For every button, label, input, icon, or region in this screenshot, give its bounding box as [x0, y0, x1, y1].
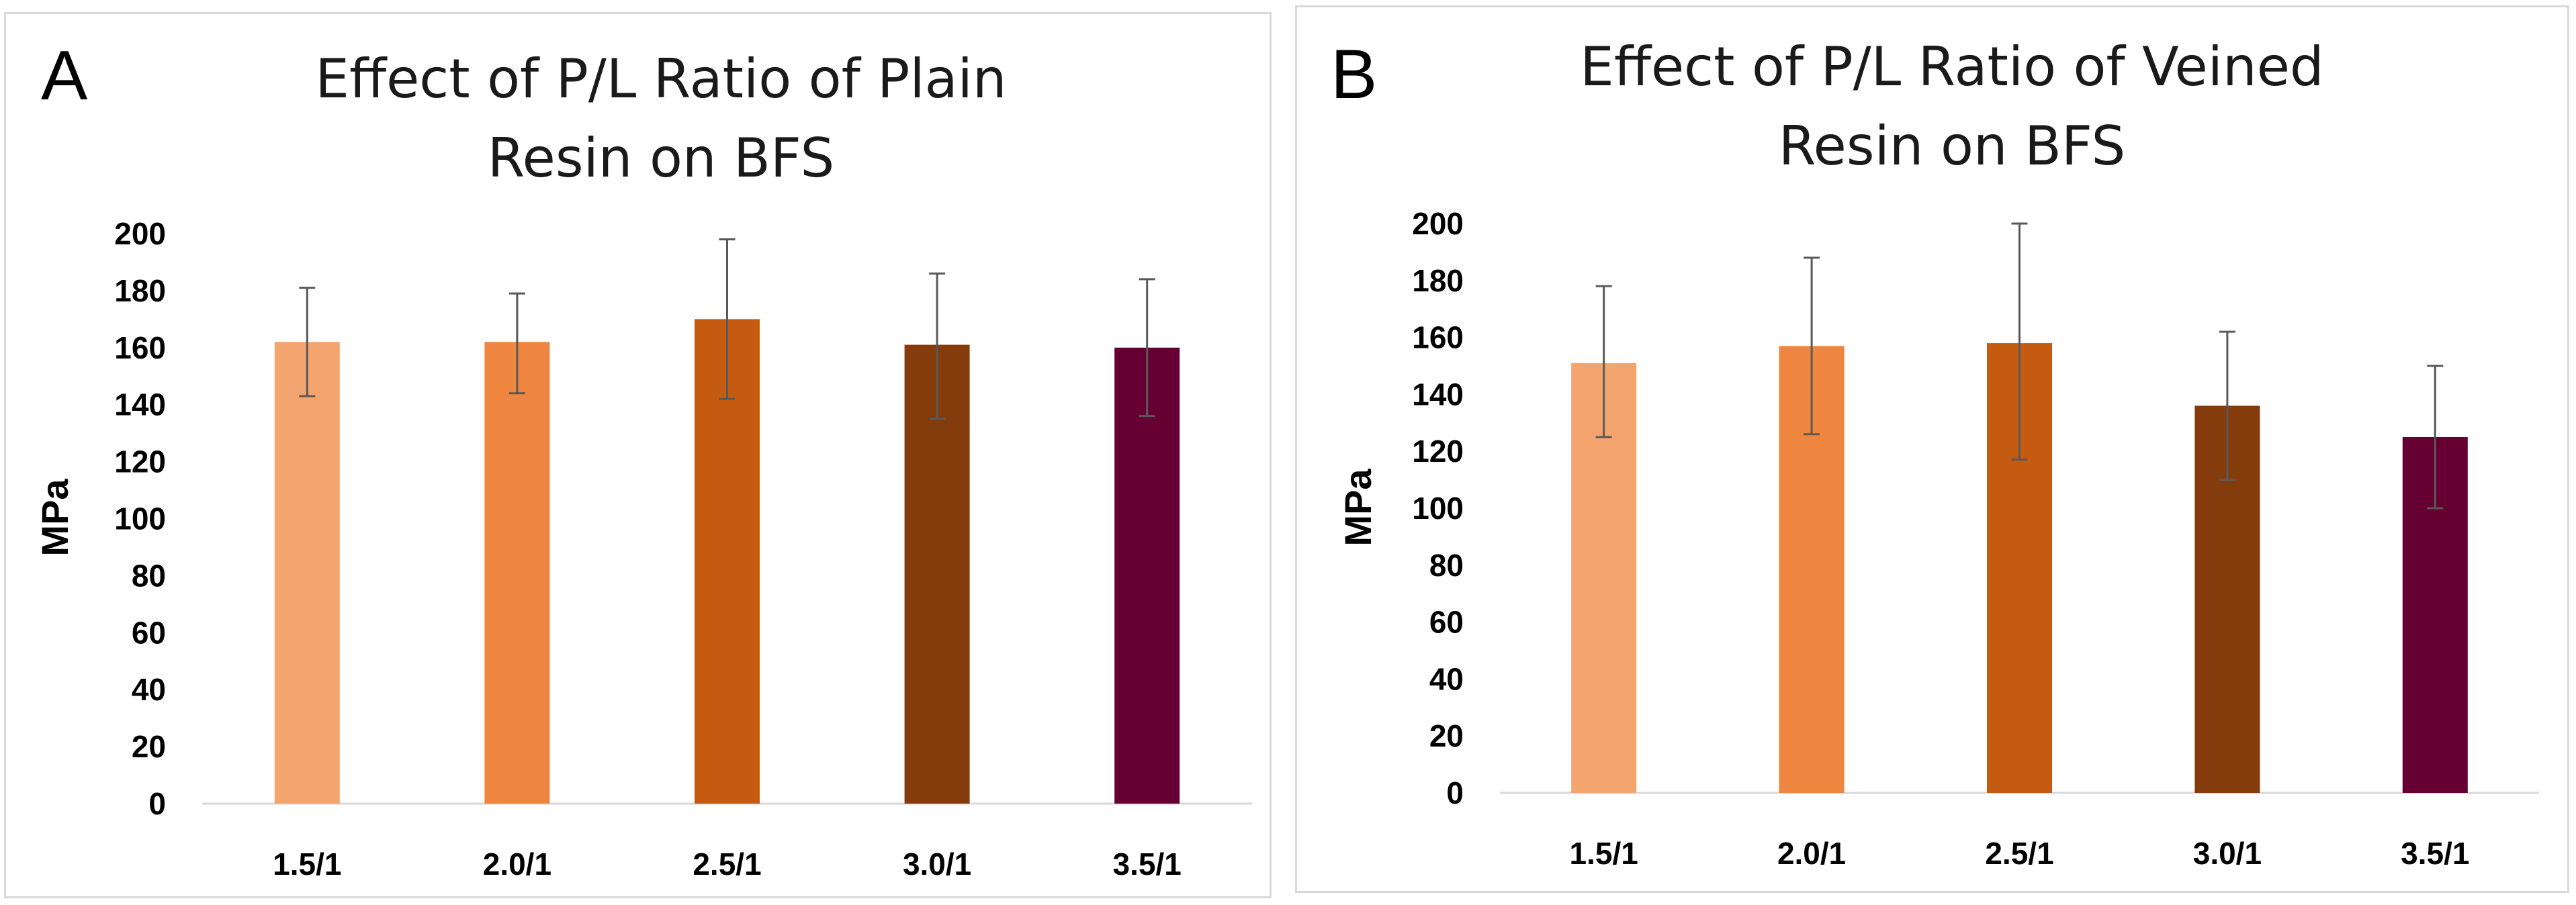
- y-tick-label: 80: [132, 558, 166, 593]
- x-category-label: 2.5/1: [1985, 836, 2053, 871]
- y-tick-label: 100: [1412, 491, 1464, 526]
- y-tick-label: 60: [1429, 605, 1464, 640]
- bar: [274, 342, 340, 804]
- y-tick-label: 60: [132, 615, 166, 650]
- x-category-label: 3.0/1: [903, 847, 971, 882]
- bar-chart: 0 20 40 60 80 100 120 140 160 180 200 MPa 1.5/1 2.0/1…: [1337, 206, 2539, 871]
- bar: [904, 344, 970, 804]
- bar: [484, 342, 550, 804]
- chart-title: Effect of P/L Ratio of Veined Resin on B…: [1398, 28, 2506, 186]
- panel-letter: A: [41, 37, 88, 115]
- chart-title-line: Resin on BFS: [1778, 115, 2126, 177]
- x-category-label: 2.0/1: [1777, 836, 1846, 871]
- panel-letter: B: [1331, 36, 1378, 113]
- y-tick-label: 140: [114, 387, 166, 422]
- y-tick-label: 20: [132, 729, 166, 764]
- y-tick-label: 140: [1412, 377, 1464, 412]
- y-axis-label: MPa: [1337, 469, 1379, 546]
- y-tick-label: 180: [114, 273, 166, 308]
- y-tick-label: 0: [148, 786, 166, 821]
- x-category-label: 2.0/1: [483, 847, 551, 882]
- y-tick-label: 0: [1446, 775, 1464, 810]
- x-category-label: 1.5/1: [273, 847, 341, 882]
- y-tick-label: 80: [1429, 548, 1464, 583]
- x-category-label: 2.5/1: [693, 847, 761, 882]
- x-category-label: 3.5/1: [2401, 836, 2469, 871]
- y-tick-label: 160: [1412, 320, 1464, 355]
- chart-title-line: Effect of P/L Ratio of Plain: [315, 48, 1007, 110]
- y-axis-label: MPa: [34, 479, 76, 557]
- y-tick-label: 40: [1429, 661, 1464, 696]
- chart-panel-a: A Effect of P/L Ratio of Plain Resin on …: [4, 12, 1272, 898]
- chart-panel-b: B Effect of P/L Ratio of Veined Resin on…: [1295, 5, 2569, 893]
- y-tick-label: 120: [114, 444, 166, 479]
- x-category-label: 3.0/1: [2193, 836, 2262, 871]
- x-category-label: 3.5/1: [1113, 847, 1182, 882]
- y-tick-label: 40: [132, 672, 166, 707]
- chart-title: Effect of P/L Ratio of Plain Resin on BF…: [107, 40, 1215, 198]
- y-tick-label: 200: [1412, 206, 1464, 241]
- x-category-label: 1.5/1: [1570, 836, 1638, 871]
- y-tick-label: 120: [1412, 434, 1464, 469]
- bar-chart: 0 20 40 60 80 100 120 140 160 180 200 MPa 1.5/1 2.0/1…: [34, 216, 1252, 882]
- y-tick-label: 20: [1429, 718, 1464, 753]
- y-tick-label: 180: [1412, 263, 1464, 298]
- y-tick-label: 100: [114, 502, 166, 536]
- chart-title-line: Effect of P/L Ratio of Veined: [1580, 36, 2324, 98]
- y-tick-label: 200: [114, 216, 166, 251]
- chart-title-line: Resin on BFS: [487, 127, 835, 189]
- bar: [1114, 347, 1180, 804]
- y-tick-label: 160: [114, 330, 166, 365]
